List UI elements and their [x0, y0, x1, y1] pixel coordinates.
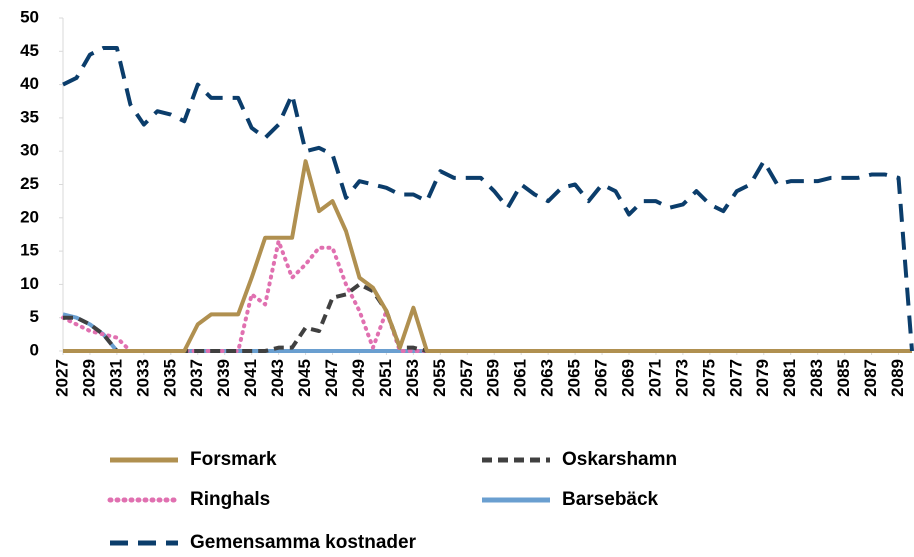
line-series	[62, 312, 912, 353]
line-series	[62, 45, 914, 352]
x-tick-label: 2043	[268, 359, 287, 397]
y-tick-label: 30	[20, 141, 39, 160]
legend-label: Oskarshamn	[562, 449, 677, 470]
legend-label: Gemensamma kostnader	[190, 532, 417, 553]
x-tick-label: 2057	[457, 359, 476, 397]
x-tick-label: 2071	[645, 359, 664, 397]
x-tick-label: 2049	[349, 359, 368, 397]
line-series	[63, 159, 912, 353]
x-tick-label: 2051	[376, 359, 395, 397]
x-tick-label: 2067	[592, 359, 611, 397]
y-tick-label: 10	[20, 274, 39, 293]
y-tick-label: 35	[20, 107, 39, 126]
x-tick-label: 2027	[52, 359, 71, 397]
x-tick-label: 2037	[187, 359, 206, 397]
legend-label: Forsmark	[190, 449, 277, 470]
line-series	[61, 239, 914, 353]
legend-label: Ringhals	[190, 489, 270, 510]
x-tick-label: 2053	[403, 359, 422, 397]
x-tick-label: 2061	[511, 359, 530, 397]
y-tick-label: 45	[20, 41, 39, 60]
x-tick-label: 2073	[672, 359, 691, 397]
x-tick-label: 2085	[834, 359, 853, 397]
y-tick-label: 40	[20, 74, 39, 93]
x-tick-label: 2033	[133, 359, 152, 397]
legend-label: Barsebäck	[562, 489, 659, 510]
x-tick-label: 2083	[807, 359, 826, 397]
x-tick-label: 2077	[726, 359, 745, 397]
x-tick-label: 2075	[699, 359, 718, 397]
x-tick-label: 2041	[241, 359, 260, 397]
x-tick-label: 2063	[538, 359, 557, 397]
y-tick-label: 50	[20, 7, 39, 26]
x-tick-label: 2081	[780, 359, 799, 397]
y-tick-label: 20	[20, 207, 39, 226]
x-tick-label: 2029	[79, 359, 98, 397]
y-tick-label: 0	[30, 340, 39, 359]
y-tick-label: 15	[20, 241, 39, 260]
x-tick-label: 2039	[214, 359, 233, 397]
x-tick-label: 2059	[484, 359, 503, 397]
x-tick-label: 2045	[295, 359, 314, 397]
x-tick-label: 2055	[430, 359, 449, 397]
y-tick-label: 5	[30, 307, 39, 326]
x-tick-label: 2047	[322, 359, 341, 397]
x-tick-label: 2065	[565, 359, 584, 397]
x-tick-label: 2069	[618, 359, 637, 397]
x-tick-label: 2079	[753, 359, 772, 397]
y-tick-label: 25	[20, 174, 39, 193]
x-tick-label: 2089	[888, 359, 907, 397]
x-tick-label: 2087	[861, 359, 880, 397]
x-tick-label: 2031	[106, 359, 125, 397]
x-tick-label: 2035	[160, 359, 179, 397]
